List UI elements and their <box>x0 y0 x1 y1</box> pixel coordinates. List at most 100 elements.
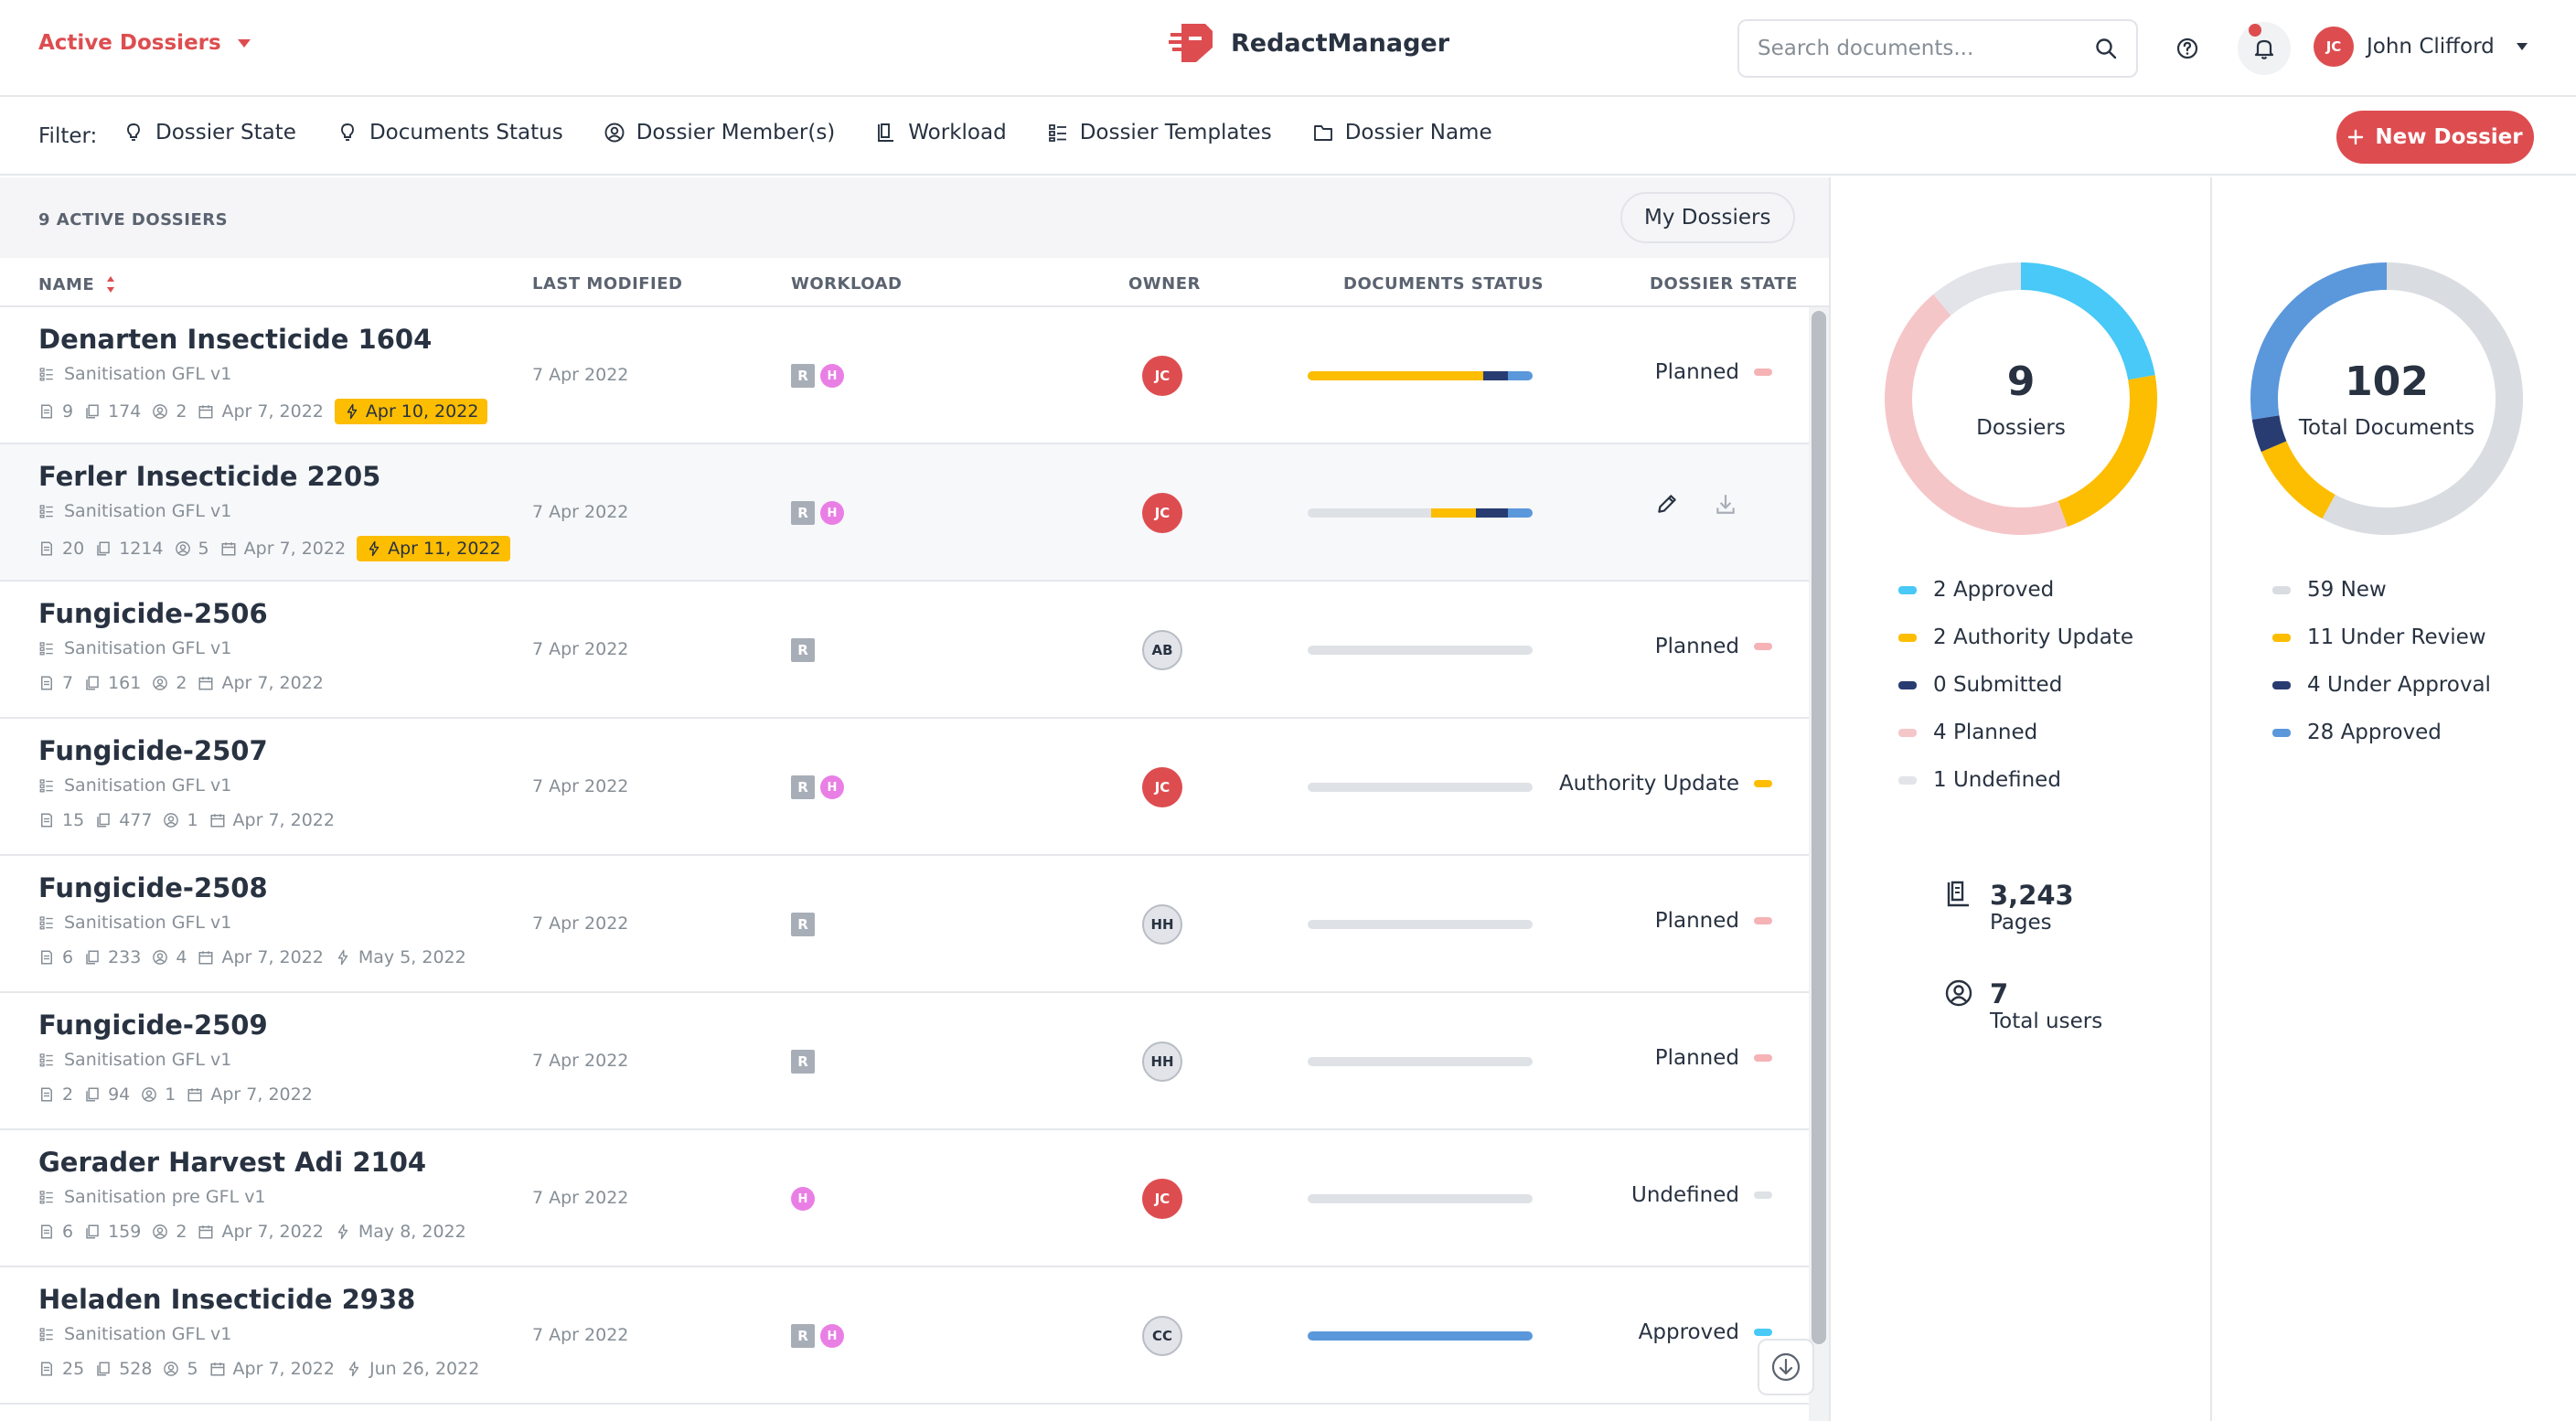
dossier-name[interactable]: Ferler Insecticide 2205 <box>38 461 381 492</box>
list-scrollbar[interactable] <box>1809 307 1829 1421</box>
dossier-row[interactable]: Ferler Insecticide 2205 Sanitisation GFL … <box>0 444 1809 582</box>
dossier-template: Sanitisation GFL v1 <box>38 364 231 384</box>
legend-item[interactable]: 2 Authority Update <box>1898 625 2133 649</box>
created-date-value: Apr 7, 2022 <box>232 1359 335 1379</box>
dossier-name[interactable]: Fungicide-2506 <box>38 598 268 629</box>
active-dossiers-nav[interactable]: Active Dossiers <box>38 31 251 55</box>
owner-avatar[interactable]: AB <box>1142 630 1182 670</box>
new-dossier-button[interactable]: New Dossier <box>2336 111 2534 164</box>
dossier-state-label: Planned <box>1654 1046 1739 1070</box>
download-dossier-button[interactable] <box>1705 483 1747 525</box>
column-workload[interactable]: WORKLOAD <box>791 274 903 294</box>
edit-dossier-button[interactable] <box>1646 483 1688 525</box>
filter-dossier-member-s[interactable]: Dossier Member(s) <box>604 121 835 144</box>
created-date-value: Apr 7, 2022 <box>221 1222 324 1242</box>
owner-avatar[interactable]: JC <box>1142 1179 1182 1219</box>
legend-item[interactable]: 1 Undefined <box>1898 768 2133 792</box>
user-circle-icon <box>153 950 168 965</box>
search-input[interactable] <box>1758 37 2094 60</box>
dossier-name[interactable]: Denarten Insecticide 1604 <box>38 324 433 355</box>
help-button[interactable] <box>2161 22 2214 75</box>
user-menu[interactable]: JC John Clifford <box>2314 27 2528 67</box>
filter-workload[interactable]: Workload <box>875 121 1007 144</box>
search-box <box>1737 19 2138 78</box>
my-dossiers-toggle[interactable]: My Dossiers <box>1620 192 1795 243</box>
created-date-value: Apr 7, 2022 <box>232 810 335 830</box>
pages-value: 3,243 <box>1990 880 2074 911</box>
state-indicator <box>1754 369 1772 376</box>
column-last-modified[interactable]: LAST MODIFIED <box>532 274 683 294</box>
filter-list: Dossier State Documents Status Dossier Mem… <box>123 121 1492 144</box>
dossier-state-label: Planned <box>1654 909 1739 933</box>
created-date-value: Apr 7, 2022 <box>243 539 347 559</box>
documents-status-bar <box>1308 920 1533 929</box>
template-name: Sanitisation GFL v1 <box>64 913 232 933</box>
owner-avatar[interactable]: JC <box>1142 493 1182 533</box>
dossier-row[interactable]: Denarten Insecticide 1604 Sanitisation GF… <box>0 307 1809 444</box>
filter-documents-status[interactable]: Documents Status <box>337 121 563 144</box>
legend-item[interactable]: 11 Under Review <box>2272 625 2491 649</box>
dossier-stats: 6 159 2 Apr 7, 2022 May 8, 2022 <box>38 1222 466 1242</box>
dossier-row[interactable]: Fungicide-2507 Sanitisation GFL v1 15 477 1 A… <box>0 719 1809 856</box>
column-documents-status[interactable]: DOCUMENTS STATUS <box>1343 274 1545 294</box>
filter-dossier-state[interactable]: Dossier State <box>123 121 296 144</box>
scrollbar-thumb[interactable] <box>1812 311 1826 1344</box>
dossier-row[interactable]: Fungicide-2509 Sanitisation GFL v1 2 94 1 Apr… <box>0 993 1809 1130</box>
owner-avatar[interactable]: HH <box>1142 1042 1182 1082</box>
created-date: Apr 7, 2022 <box>209 1359 335 1379</box>
pages-icon <box>86 676 99 690</box>
app-logo[interactable]: RedactManager <box>1169 20 1449 66</box>
dossiers-donut-center: 9 Dossiers <box>1875 252 2167 545</box>
dossier-name[interactable]: Gerader Harvest Adi 2104 <box>38 1147 427 1178</box>
dossier-row[interactable]: Heladen Insecticide 2938 Sanitisation GFL… <box>0 1267 1809 1405</box>
created-date: Apr 7, 2022 <box>198 1222 324 1242</box>
filter-dossier-name[interactable]: Dossier Name <box>1312 121 1492 144</box>
template-icon <box>39 779 53 793</box>
legend-item[interactable]: 59 New <box>2272 578 2491 602</box>
legend-label: 4 Planned <box>1933 721 2038 744</box>
owner-avatar[interactable]: JC <box>1142 356 1182 396</box>
state-indicator <box>1754 780 1772 787</box>
dossier-name[interactable]: Fungicide-2508 <box>38 872 268 903</box>
scroll-to-bottom-button[interactable] <box>1758 1339 1814 1395</box>
document-icon <box>41 813 52 828</box>
legend-swatch <box>1898 775 1917 785</box>
folder-icon <box>1313 125 1332 141</box>
dossier-row[interactable]: Gerader Harvest Adi 2104 Sanitisation pre… <box>0 1130 1809 1267</box>
documents-count: 20 <box>38 539 84 559</box>
column-owner[interactable]: OWNER <box>1128 274 1201 294</box>
owner-avatar[interactable]: JC <box>1142 767 1182 807</box>
documents-count: 6 <box>38 1222 73 1242</box>
members-count-value: 2 <box>176 673 187 693</box>
members-count: 4 <box>152 947 187 967</box>
last-modified: 7 Apr 2022 <box>532 639 629 659</box>
legend-item[interactable]: 4 Planned <box>1898 721 2133 744</box>
filter-bar: Filter: Dossier State Documents Status Dos… <box>0 99 2576 176</box>
column-dossier-state[interactable]: DOSSIER STATE <box>1650 274 1798 294</box>
document-icon <box>41 541 52 556</box>
legend-item[interactable]: 2 Approved <box>1898 578 2133 602</box>
dossier-state-label: Approved <box>1638 1320 1739 1344</box>
legend-item[interactable]: 4 Under Approval <box>2272 673 2491 697</box>
table-header: NAME LAST MODIFIED WORKLOAD OWNER DOCUME… <box>0 258 1829 307</box>
notification-dot <box>2249 24 2261 37</box>
search-icon[interactable] <box>2094 37 2118 60</box>
owner-avatar[interactable]: HH <box>1142 904 1182 945</box>
notifications-button[interactable] <box>2238 22 2291 75</box>
dossier-name[interactable]: Heladen Insecticide 2938 <box>38 1284 416 1315</box>
dossier-row[interactable]: Fungicide-2506 Sanitisation GFL v1 7 161 2 Ap… <box>0 582 1809 719</box>
legend-item[interactable]: 28 Approved <box>2272 721 2491 744</box>
column-name[interactable]: NAME <box>38 274 116 294</box>
dossier-name[interactable]: Fungicide-2509 <box>38 1010 268 1041</box>
owner-avatar[interactable]: CC <box>1142 1316 1182 1356</box>
pages-count: 528 <box>95 1359 152 1379</box>
avatar: CC <box>1142 1316 1182 1356</box>
dossiers-donut: 9 Dossiers <box>1875 252 2167 545</box>
dossier-name[interactable]: Fungicide-2507 <box>38 735 268 766</box>
dossier-row[interactable]: Fungicide-2508 Sanitisation GFL v1 6 233 4 Ap… <box>0 856 1809 993</box>
pages-count: 94 <box>84 1084 130 1105</box>
filter-dossier-templates[interactable]: Dossier Templates <box>1047 121 1272 144</box>
legend-item[interactable]: 0 Submitted <box>1898 673 2133 697</box>
members-count: 1 <box>163 810 198 830</box>
row-actions <box>1646 483 1747 525</box>
